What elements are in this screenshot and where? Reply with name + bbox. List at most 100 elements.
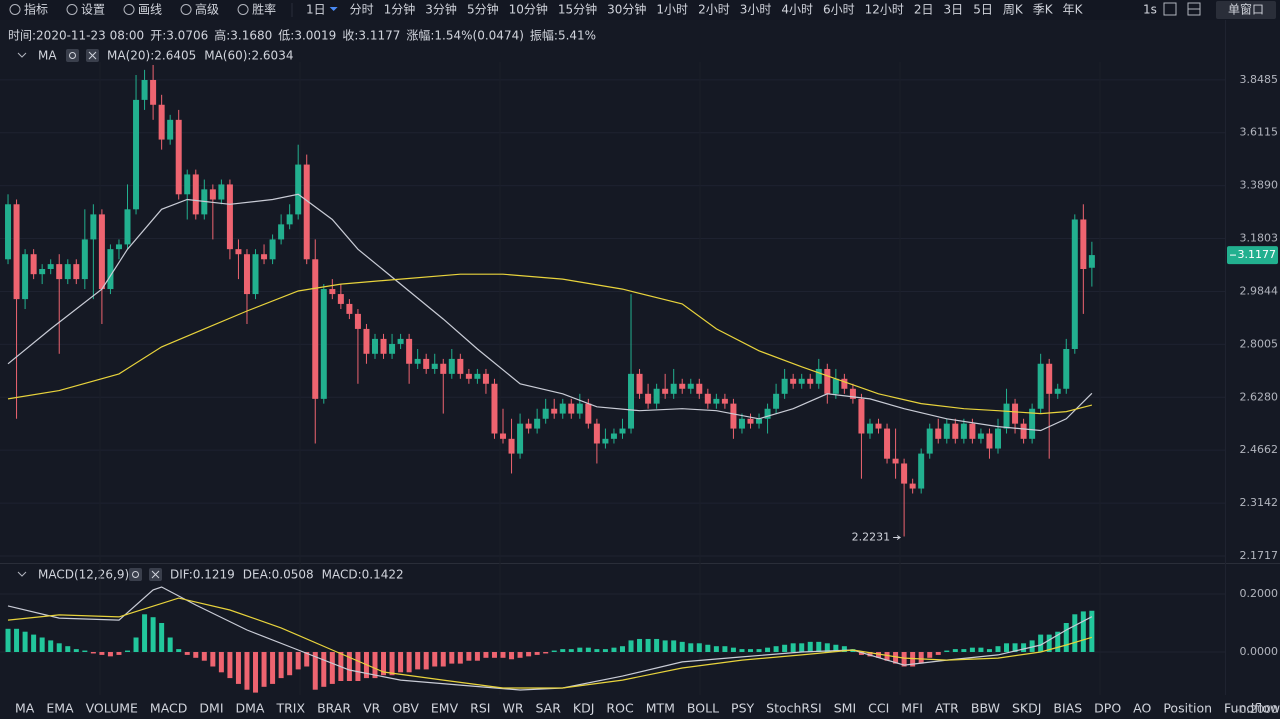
indicator-tab[interactable]: TRIX xyxy=(275,701,305,716)
interval-button[interactable]: 12小时 xyxy=(865,3,904,17)
indicator-tab[interactable]: RSI xyxy=(470,701,490,716)
indicator-tab[interactable]: Fundflow xyxy=(1224,701,1280,716)
macd-bar xyxy=(406,652,412,673)
candle-body xyxy=(628,373,635,429)
indicator-tab[interactable]: BRAR xyxy=(317,701,351,716)
candle-body xyxy=(115,244,122,250)
interval-button[interactable]: 30分钟 xyxy=(607,2,646,17)
indicator-tab[interactable]: DPO xyxy=(1094,701,1121,716)
macd-bar xyxy=(858,652,864,655)
indicator-tab[interactable]: PSY xyxy=(731,701,754,716)
indicator-tab[interactable]: MTM xyxy=(646,701,675,716)
interval-button[interactable]: 3分钟 xyxy=(425,2,457,17)
interval-button[interactable]: 6小时 xyxy=(823,3,855,17)
tool-button[interactable]: 指标 xyxy=(24,2,48,17)
macd-bar xyxy=(747,649,753,653)
indicator-tab[interactable]: WR xyxy=(502,701,523,716)
candle-body xyxy=(64,264,71,280)
tool-button[interactable]: 高级 xyxy=(195,2,219,17)
indicator-tab[interactable]: StochRSI xyxy=(766,701,822,716)
y-tick-label: 3.6115 xyxy=(1240,126,1279,139)
candle-body xyxy=(1071,219,1078,349)
candle-body xyxy=(73,264,80,280)
indicator-tab[interactable]: OBV xyxy=(392,701,419,716)
macd-bar xyxy=(201,652,207,661)
indicator-tab[interactable]: SKDJ xyxy=(1012,701,1041,716)
close-icon[interactable] xyxy=(86,49,99,62)
interval-button[interactable]: 2小时 xyxy=(698,3,730,17)
window-button[interactable] xyxy=(1216,1,1276,19)
interval-button[interactable]: 季K xyxy=(1033,3,1054,17)
ma-legend: MA(60):2.6034 xyxy=(204,49,293,63)
indicator-tab[interactable]: MFI xyxy=(901,701,923,716)
candle-body xyxy=(47,264,54,270)
indicator-tab[interactable]: BBW xyxy=(971,701,1000,716)
tool-button[interactable]: 胜率 xyxy=(252,2,276,17)
indicator-tab[interactable]: EMA xyxy=(46,701,74,716)
interval-button[interactable]: 1日 xyxy=(306,3,326,17)
interval-button[interactable]: 周K xyxy=(1003,3,1024,17)
interval-button[interactable]: 5分钟 xyxy=(467,2,499,17)
indicator-tab[interactable]: VR xyxy=(363,701,381,716)
close-icon[interactable] xyxy=(149,568,162,581)
macd-bar xyxy=(193,652,199,658)
interval-button[interactable]: 年K xyxy=(1063,3,1084,17)
indicator-tab[interactable]: CCI xyxy=(868,701,889,716)
macd-bar xyxy=(346,652,352,682)
indicator-tab[interactable]: EMV xyxy=(431,701,459,716)
settings-icon[interactable] xyxy=(129,568,142,581)
indicator-tab[interactable]: KDJ xyxy=(573,701,595,716)
macd-legend: DIF:0.1219 xyxy=(170,568,235,582)
macd-bar xyxy=(867,652,873,657)
interval-button[interactable]: 3日 xyxy=(944,3,964,17)
indicator-tab[interactable]: MA xyxy=(15,701,35,716)
macd-bar xyxy=(39,637,45,653)
macd-bar xyxy=(457,652,463,664)
candle-body xyxy=(1003,403,1010,429)
window-label[interactable]: 单窗口 xyxy=(1228,3,1264,17)
macd-bar xyxy=(688,643,694,653)
indicator-tab[interactable]: BIAS xyxy=(1053,701,1082,716)
indicator-tab[interactable]: Position xyxy=(1163,701,1212,716)
indicator-tab[interactable]: VOLUME xyxy=(86,701,138,716)
candle-body xyxy=(124,209,131,245)
indicator-tab[interactable]: SMI xyxy=(834,701,856,716)
indicator-tab[interactable]: AO xyxy=(1133,701,1151,716)
macd-bar xyxy=(244,652,250,690)
collapse-icon[interactable] xyxy=(17,52,27,58)
interval-button[interactable]: 5日 xyxy=(973,3,993,17)
interval-button[interactable]: 2日 xyxy=(914,3,934,17)
macd-bar xyxy=(662,640,668,653)
indicator-tab[interactable]: BOLL xyxy=(687,701,719,716)
interval-button[interactable]: 3小时 xyxy=(740,3,772,17)
macd-bar xyxy=(167,637,173,653)
quote-value: 3.1177 xyxy=(358,29,400,43)
interval-button[interactable]: 15分钟 xyxy=(558,2,597,17)
macd-bar xyxy=(995,646,1001,653)
indicator-tab[interactable]: ROC xyxy=(606,701,634,716)
candle-body xyxy=(235,249,242,255)
settings-icon[interactable] xyxy=(66,49,79,62)
indicator-tab[interactable]: DMA xyxy=(236,701,265,716)
indicator-tab[interactable]: DMI xyxy=(199,701,223,716)
interval-button[interactable]: 4小时 xyxy=(781,3,813,17)
interval-button[interactable]: 分时 xyxy=(350,3,374,17)
interval-button[interactable]: 1小时 xyxy=(656,3,688,17)
candle-body xyxy=(610,433,617,439)
collapse-icon[interactable] xyxy=(17,571,27,577)
speed-button[interactable]: 1s xyxy=(1143,3,1157,17)
y-tick-label: 3.3890 xyxy=(1240,179,1279,192)
candle-body xyxy=(295,164,302,215)
window-icon[interactable] xyxy=(1163,2,1201,16)
macd-bar xyxy=(543,652,549,654)
indicator-tab[interactable]: ATR xyxy=(935,701,959,716)
indicator-tab[interactable]: MACD xyxy=(150,701,187,716)
indicator-tab[interactable]: SAR xyxy=(536,701,562,716)
tool-button[interactable]: 设置 xyxy=(81,3,105,17)
interval-button[interactable]: 1分钟 xyxy=(384,2,416,17)
interval-button[interactable]: 10分钟 xyxy=(509,2,548,17)
macd-bar xyxy=(739,649,745,653)
tool-button[interactable]: 画线 xyxy=(138,3,162,17)
macd-bar xyxy=(116,652,122,655)
